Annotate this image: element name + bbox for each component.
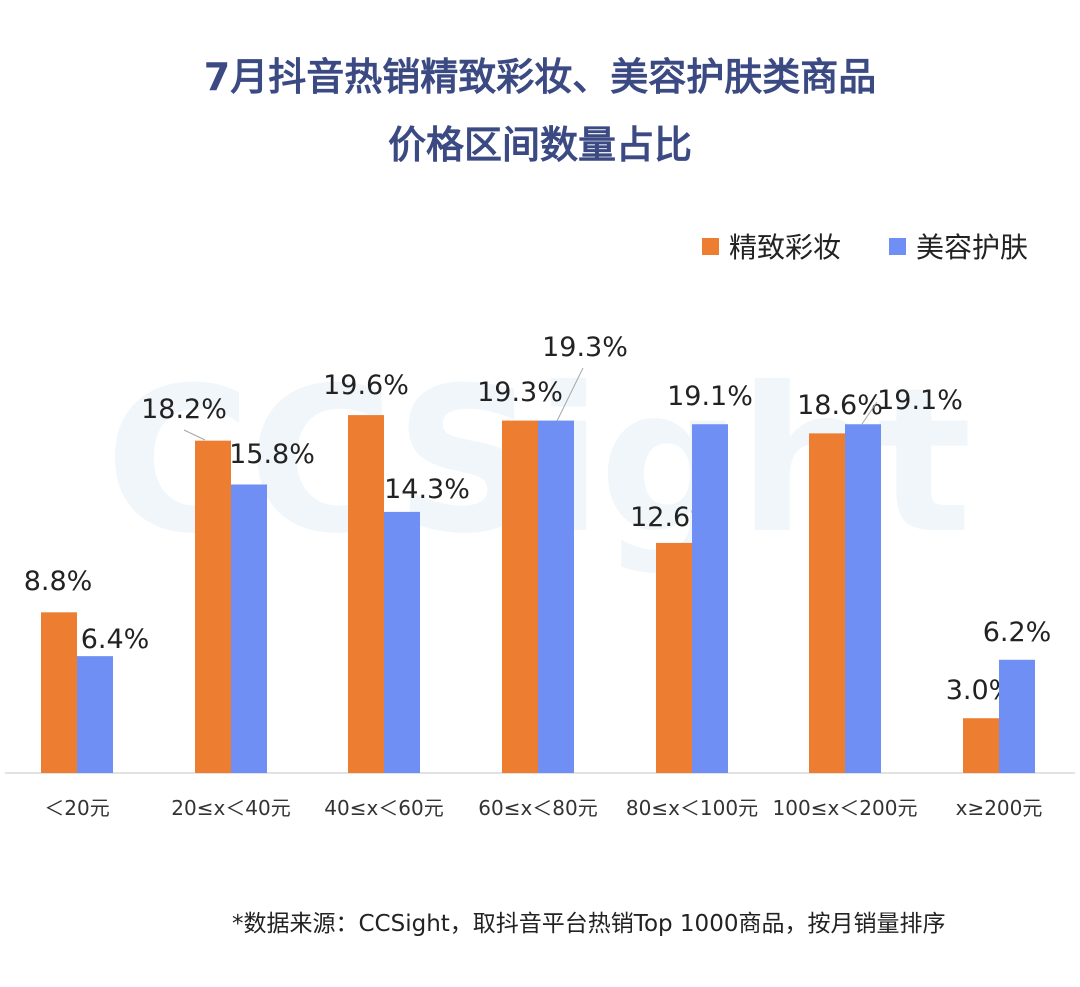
bar-series-1-5 bbox=[809, 433, 845, 773]
data-label-series-2-0: 6.4% bbox=[81, 624, 150, 655]
bar-series-2-1 bbox=[231, 484, 267, 773]
data-label-series-2-1: 15.8% bbox=[229, 439, 315, 470]
chart-legend: 精致彩妆 美容护肤 bbox=[654, 226, 1028, 266]
source-note: *数据来源：CCSight，取抖音平台热销Top 1000商品，按月销量排序 bbox=[232, 911, 946, 937]
x-tick-label-5: 100≤x＜200元 bbox=[773, 796, 918, 820]
x-tick-label-2: 40≤x＜60元 bbox=[324, 796, 444, 820]
bar-series-2-3 bbox=[538, 420, 574, 773]
data-label-series-2-2: 14.3% bbox=[384, 474, 470, 505]
label-leader-line-0 bbox=[183, 429, 206, 441]
bar-series-2-4 bbox=[692, 424, 728, 773]
bar-series-2-0 bbox=[77, 656, 113, 773]
bar-series-2-2 bbox=[384, 511, 420, 773]
data-label-series-1-2: 19.6% bbox=[323, 370, 409, 401]
legend-label-series-1: 精致彩妆 bbox=[728, 231, 841, 264]
data-label-series-2-6: 6.2% bbox=[983, 617, 1052, 648]
bar-series-1-3 bbox=[502, 420, 538, 773]
legend-swatch-series-2 bbox=[888, 237, 906, 255]
data-label-series-1-3: 19.3% bbox=[477, 377, 563, 408]
data-label-series-1-5: 18.6% bbox=[797, 390, 883, 421]
data-label-series-1-1: 18.2% bbox=[141, 394, 227, 425]
label-leader-line-1 bbox=[556, 367, 584, 422]
bar-series-2-5 bbox=[845, 424, 881, 773]
chart-title-line2: 价格区间数量占比 bbox=[387, 123, 692, 167]
x-tick-label-1: 20≤x＜40元 bbox=[171, 796, 291, 820]
x-tick-label-3: 60≤x＜80元 bbox=[478, 796, 598, 820]
legend-label-series-2: 美容护肤 bbox=[915, 231, 1028, 264]
legend-item-series-2: 美容护肤 bbox=[888, 226, 1028, 266]
legend-swatch-series-1 bbox=[701, 237, 719, 255]
data-label-series-2-4: 19.1% bbox=[667, 381, 753, 412]
bar-series-1-1 bbox=[195, 440, 231, 773]
label-leader-line-2 bbox=[861, 401, 878, 425]
x-tick-label-4: 80≤x＜100元 bbox=[626, 796, 758, 820]
bar-series-1-6 bbox=[963, 718, 999, 773]
legend-item-series-1: 精致彩妆 bbox=[701, 226, 841, 266]
x-tick-label-0: ＜20元 bbox=[44, 796, 109, 820]
data-label-series-1-0: 8.8% bbox=[24, 566, 93, 597]
bar-series-1-4 bbox=[656, 542, 692, 773]
bar-series-1-0 bbox=[41, 612, 77, 773]
chart-title-line1: 7月抖音热销精致彩妆、美容护肤类商品 bbox=[203, 55, 877, 99]
x-tick-label-6: x≥200元 bbox=[956, 796, 1043, 820]
bar-series-1-2 bbox=[348, 415, 384, 773]
data-label-series-2-5: 19.1% bbox=[877, 385, 963, 416]
bar-series-2-6 bbox=[999, 659, 1035, 773]
data-label-series-2-3: 19.3% bbox=[542, 332, 628, 363]
